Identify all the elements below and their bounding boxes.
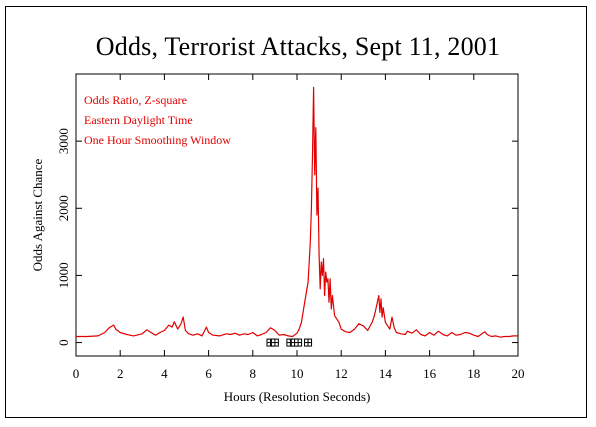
x-tick-label: 20 bbox=[512, 366, 525, 381]
event-marker bbox=[304, 338, 313, 347]
x-tick-label: 8 bbox=[250, 366, 257, 381]
x-tick-label: 6 bbox=[205, 366, 212, 381]
annotation-text: Odds Ratio, Z-square bbox=[84, 93, 187, 107]
x-tick-label: 2 bbox=[117, 366, 124, 381]
annotation-text: One Hour Smoothing Window bbox=[84, 133, 231, 147]
y-tick-label: 0 bbox=[56, 339, 71, 346]
chart-frame bbox=[5, 6, 587, 418]
x-tick-label: 16 bbox=[423, 366, 437, 381]
x-tick-label: 0 bbox=[73, 366, 80, 381]
series-line bbox=[76, 86, 518, 338]
y-tick-label: 1000 bbox=[56, 262, 71, 288]
y-tick-label: 2000 bbox=[56, 195, 71, 221]
x-tick-label: 12 bbox=[335, 366, 348, 381]
chart-title: Odds, Terrorist Attacks, Sept 11, 2001 bbox=[95, 32, 501, 61]
event-marker bbox=[270, 338, 279, 347]
x-tick-label: 10 bbox=[291, 366, 304, 381]
x-tick-label: 18 bbox=[467, 366, 480, 381]
x-axis-label: Hours (Resolution Seconds) bbox=[224, 389, 371, 404]
annotation-text: Eastern Daylight Time bbox=[84, 113, 193, 127]
x-tick-label: 14 bbox=[379, 366, 393, 381]
event-marker bbox=[294, 338, 303, 347]
y-axis-label: Odds Against Chance bbox=[30, 158, 45, 271]
x-tick-label: 4 bbox=[161, 366, 168, 381]
y-tick-label: 3000 bbox=[56, 128, 71, 154]
